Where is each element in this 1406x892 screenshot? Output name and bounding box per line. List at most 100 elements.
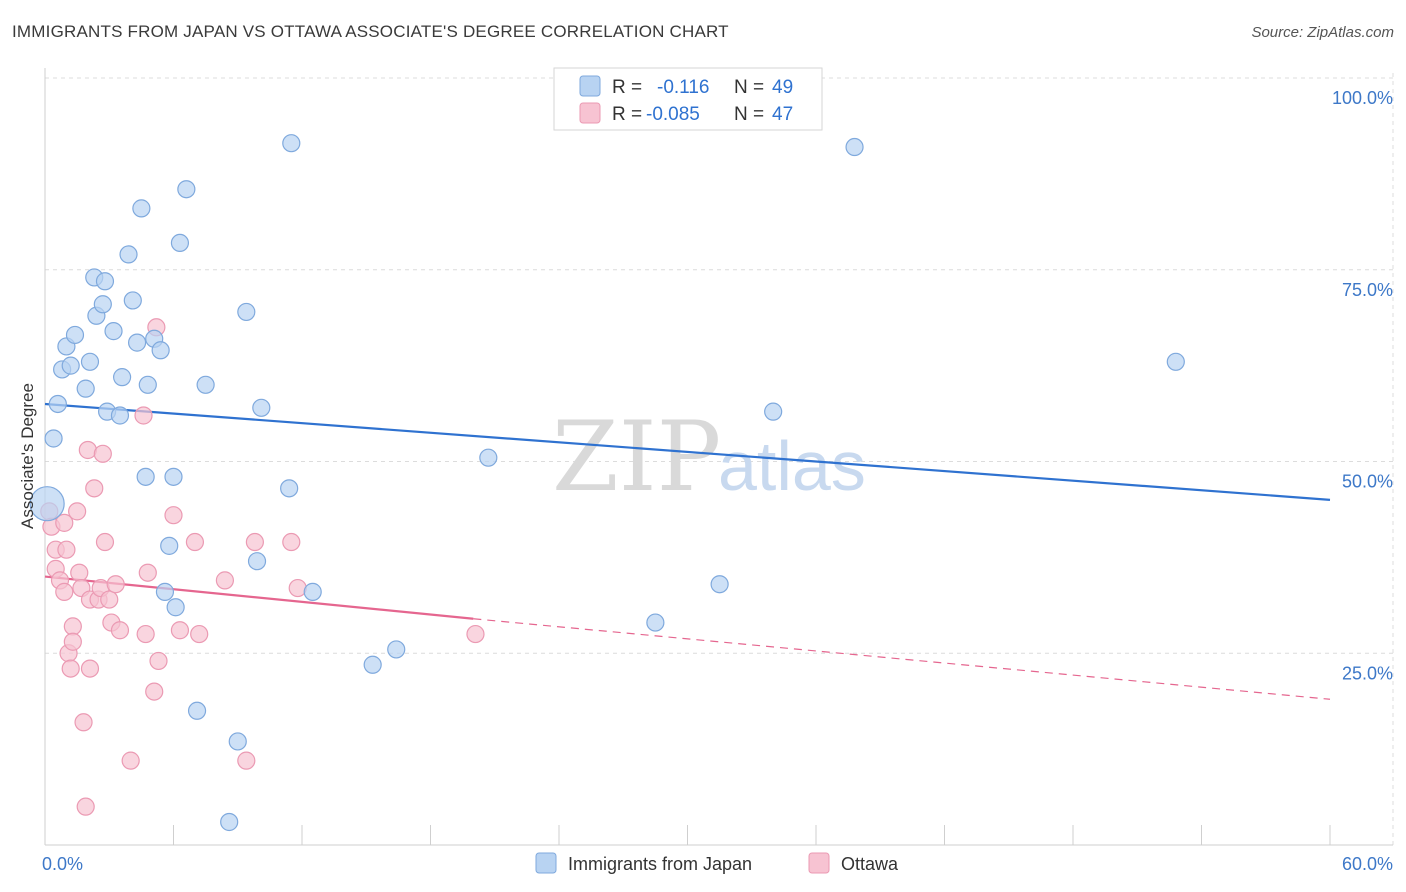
point-ottawa xyxy=(70,563,89,582)
point-japan xyxy=(220,812,239,832)
point-ottawa xyxy=(138,563,157,582)
point-ottawa xyxy=(93,444,112,463)
point-ottawa xyxy=(134,406,153,425)
point-japan xyxy=(164,467,183,486)
grid-lines xyxy=(45,73,1394,845)
point-japan xyxy=(280,479,299,498)
point-japan xyxy=(93,295,112,314)
point-japan xyxy=(479,448,498,467)
point-ottawa xyxy=(74,713,93,732)
legend-swatch-japan xyxy=(535,852,557,874)
legend-label-japan: Immigrants from Japan xyxy=(568,854,752,874)
watermark: ZIP atlas xyxy=(552,401,866,513)
point-japan xyxy=(29,486,65,522)
y-axis-label: Associate's Degree xyxy=(18,383,37,529)
point-japan xyxy=(151,341,170,360)
point-ottawa xyxy=(100,590,119,609)
point-ottawa xyxy=(215,571,234,590)
legend-label-ottawa: Ottawa xyxy=(841,854,899,874)
point-ottawa xyxy=(110,621,130,640)
point-ottawa xyxy=(282,532,301,552)
watermark-atlas: atlas xyxy=(718,427,866,505)
legend-swatch-japan xyxy=(579,75,601,97)
point-japan xyxy=(61,356,80,375)
point-japan xyxy=(80,352,100,371)
legend-r-value: -0.085 xyxy=(646,104,700,125)
point-ottawa xyxy=(106,575,125,594)
x-tick-label: 0.0% xyxy=(42,854,83,874)
legend-r-label: R = xyxy=(612,104,642,125)
point-ottawa xyxy=(185,532,205,552)
point-ottawa xyxy=(80,659,100,678)
point-japan xyxy=(166,598,185,617)
legend-n-label: N = xyxy=(734,104,764,125)
point-japan xyxy=(76,379,95,398)
x-tick-label: 60.0% xyxy=(1342,854,1393,874)
point-ottawa xyxy=(149,651,168,671)
point-japan xyxy=(112,368,132,387)
y-tick-label: 25.0% xyxy=(1342,663,1393,683)
point-ottawa xyxy=(136,624,155,644)
point-ottawa xyxy=(170,621,190,640)
point-ottawa xyxy=(190,624,209,644)
axes xyxy=(44,68,1393,846)
point-japan xyxy=(237,302,256,322)
legend-bottom: Immigrants from Japan Ottawa xyxy=(535,852,899,874)
point-japan xyxy=(177,180,196,199)
point-japan xyxy=(160,536,179,555)
point-japan xyxy=(95,272,115,291)
y-tick-label: 100.0% xyxy=(1332,88,1393,108)
point-ottawa xyxy=(288,578,307,598)
point-ottawa xyxy=(145,682,164,701)
point-japan xyxy=(65,325,85,345)
point-ottawa xyxy=(78,440,97,460)
y-tick-label: 75.0% xyxy=(1342,280,1393,300)
point-japan xyxy=(363,655,382,674)
point-japan xyxy=(187,701,207,720)
point-japan xyxy=(282,134,301,153)
point-ottawa xyxy=(85,479,104,498)
point-ottawa xyxy=(68,502,87,521)
point-japan xyxy=(44,429,63,448)
point-japan xyxy=(387,640,406,659)
legend-n-value: 49 xyxy=(772,77,793,98)
legend-swatch-ottawa xyxy=(579,102,601,124)
point-japan xyxy=(136,467,155,486)
point-japan xyxy=(710,575,729,594)
point-japan xyxy=(247,552,267,571)
legend-top: R = -0.116 N = 49 R = -0.085 N = 47 xyxy=(553,67,823,131)
point-japan xyxy=(127,333,147,352)
legend-r-value: -0.116 xyxy=(657,77,709,98)
legend-swatch-ottawa xyxy=(808,852,830,874)
point-japan xyxy=(1166,352,1185,371)
point-ottawa xyxy=(55,582,74,601)
point-ottawa xyxy=(61,659,80,678)
point-japan xyxy=(764,402,783,421)
point-japan xyxy=(138,375,157,394)
point-japan xyxy=(123,291,142,310)
legend-n-value: 47 xyxy=(772,104,793,125)
point-japan xyxy=(196,375,215,394)
watermark-zip: ZIP xyxy=(552,401,721,513)
point-ottawa xyxy=(76,797,95,816)
point-ottawa xyxy=(55,513,74,532)
point-japan xyxy=(228,732,247,751)
point-ottawa xyxy=(237,751,256,770)
point-ottawa xyxy=(245,532,264,552)
y-tick-label: 50.0% xyxy=(1342,472,1393,492)
point-japan xyxy=(155,582,175,601)
point-ottawa xyxy=(63,617,82,636)
point-japan xyxy=(110,406,130,425)
point-ottawa xyxy=(95,532,115,552)
point-japan xyxy=(303,582,322,601)
point-ottawa xyxy=(63,632,82,651)
point-japan xyxy=(104,322,123,341)
legend-r-label: R = xyxy=(612,77,642,98)
point-japan xyxy=(48,394,67,414)
chart-title: IMMIGRANTS FROM JAPAN VS OTTAWA ASSOCIAT… xyxy=(12,22,729,41)
point-ottawa xyxy=(121,751,140,770)
point-japan xyxy=(845,137,864,157)
data-points xyxy=(29,134,1185,832)
trendline-ottawa xyxy=(473,618,1331,700)
